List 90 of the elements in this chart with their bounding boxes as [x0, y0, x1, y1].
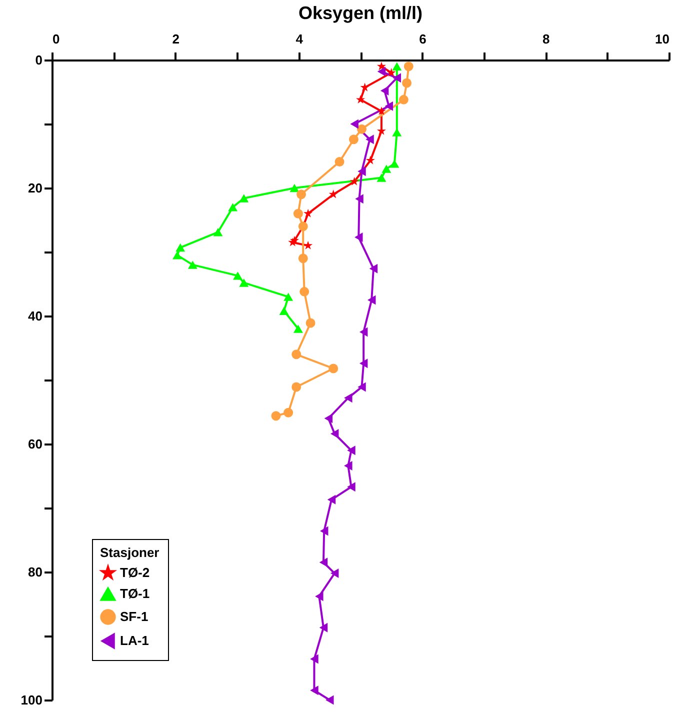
x-tick-label: 4 [296, 32, 304, 46]
point [315, 592, 324, 602]
point [356, 94, 366, 104]
point [304, 240, 313, 250]
point [306, 318, 316, 328]
point [376, 106, 386, 116]
point [319, 622, 328, 632]
point [300, 286, 310, 296]
legend-label: SF-1 [120, 609, 148, 624]
y-tick-label: 20 [28, 180, 42, 196]
point [292, 382, 302, 392]
point [347, 482, 356, 492]
point [271, 411, 281, 421]
x-tick-label: 0 [52, 32, 60, 46]
point [359, 358, 368, 368]
point [324, 414, 333, 424]
point [293, 208, 303, 218]
point [380, 86, 389, 96]
point [376, 174, 386, 182]
point [228, 203, 238, 212]
point [334, 157, 344, 166]
point [354, 232, 363, 242]
point [330, 429, 339, 439]
point [239, 278, 249, 287]
point [327, 494, 336, 504]
y-tick-label: 80 [28, 564, 42, 580]
point [356, 124, 366, 134]
point [232, 272, 242, 280]
y-tick-label: 60 [28, 436, 42, 452]
point [293, 324, 303, 333]
point [304, 208, 313, 218]
point [386, 68, 396, 77]
point [172, 251, 182, 260]
point [319, 558, 328, 568]
point [359, 327, 368, 337]
legend-title: Stasjoner [100, 545, 160, 560]
point [368, 295, 376, 305]
legend-label: LA-1 [120, 633, 149, 648]
point [404, 62, 414, 72]
point [284, 292, 294, 301]
point [355, 194, 364, 204]
point [384, 101, 393, 111]
point [290, 184, 300, 192]
point [328, 190, 338, 198]
point [348, 134, 358, 144]
point [320, 526, 328, 536]
point [360, 82, 370, 92]
point [239, 194, 249, 202]
point [402, 78, 412, 88]
x-tick-label: 2 [172, 32, 180, 46]
point [392, 128, 402, 136]
point [292, 350, 302, 360]
point [398, 94, 408, 104]
point [213, 228, 223, 236]
chart-title: Oksygen (ml/l) [298, 3, 423, 23]
point [176, 243, 186, 252]
point [392, 73, 402, 83]
point [382, 164, 392, 173]
point [328, 364, 338, 374]
point [392, 62, 402, 71]
x-tick-label: 6 [419, 32, 426, 46]
point [350, 176, 359, 186]
y-tick-label: 0 [35, 52, 42, 68]
y-tick-label: 40 [28, 308, 42, 324]
point [296, 190, 306, 200]
point [298, 254, 308, 264]
point [344, 393, 352, 403]
y-tick-label: 100 [20, 692, 42, 708]
point [188, 260, 198, 269]
point [366, 134, 374, 144]
point [358, 166, 366, 176]
legend-label: TØ-2 [120, 565, 150, 580]
x-tick-label: 8 [542, 32, 550, 46]
point [326, 695, 334, 705]
point [369, 264, 378, 274]
point [284, 408, 294, 418]
point [377, 66, 386, 76]
point [390, 160, 400, 168]
point [350, 119, 358, 129]
point [310, 654, 318, 664]
x-tick-label: 10 [655, 32, 670, 46]
point [310, 686, 318, 696]
point [358, 382, 366, 392]
point [376, 62, 386, 70]
point [344, 461, 352, 471]
point [347, 446, 356, 456]
legend-label: TØ-1 [120, 586, 150, 601]
point [279, 306, 289, 315]
point [330, 568, 339, 578]
point [366, 156, 375, 164]
